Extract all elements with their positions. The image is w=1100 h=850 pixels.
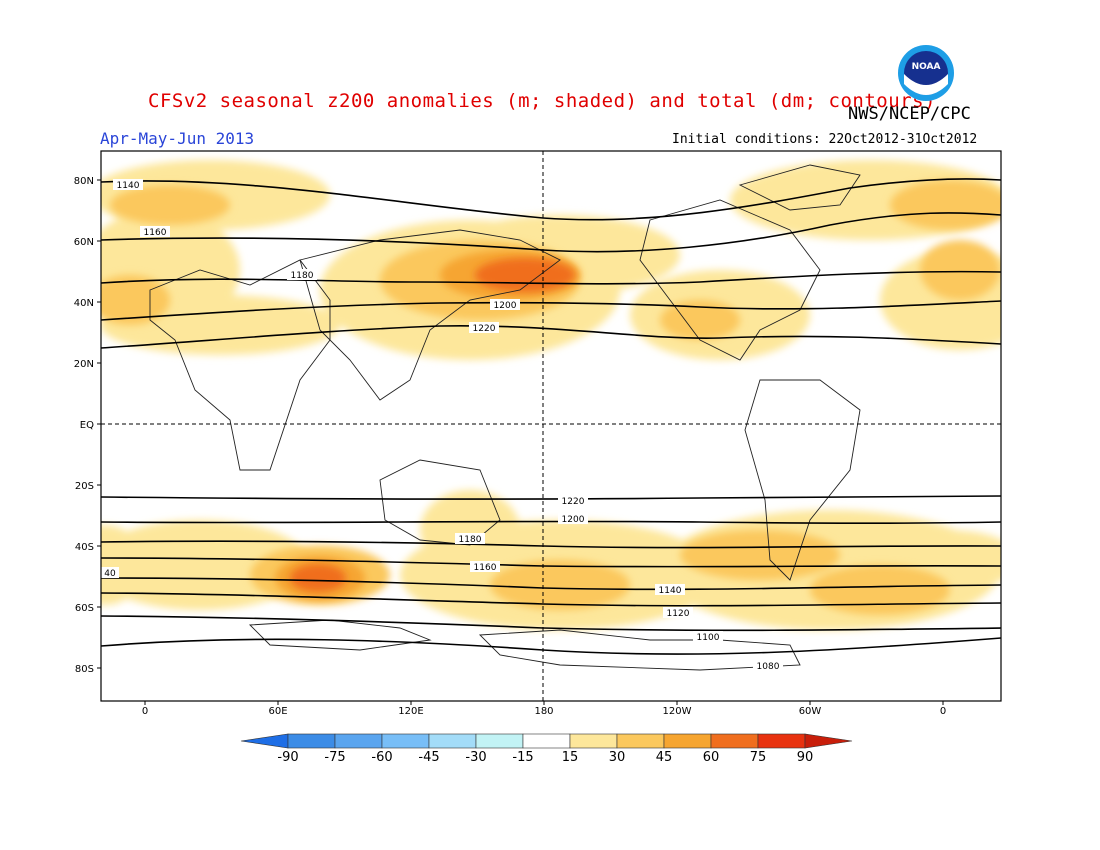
- colorbar-label: -45: [418, 750, 439, 765]
- noaa-logo: NOAA: [898, 45, 954, 101]
- contour-line: [101, 592, 1001, 607]
- contour-label: 1220: [562, 497, 585, 507]
- agency-label: NWS/NCEP/CPC: [848, 104, 971, 124]
- contour-line: [101, 637, 1001, 655]
- colorbar-label: 30: [609, 750, 626, 765]
- contour-label: 40: [104, 569, 116, 579]
- colorbar-segment: [663, 733, 712, 749]
- contour-label: 1160: [474, 563, 497, 573]
- contour-label: 1180: [291, 271, 314, 281]
- contour-line: [101, 540, 1001, 549]
- colorbar-label: 15: [562, 750, 579, 765]
- contour-label-bg: [455, 533, 485, 544]
- contour-label: 1200: [562, 515, 585, 525]
- colorbar-segment: [381, 733, 430, 749]
- colorbar-segment: [287, 733, 336, 749]
- colorbar-segment: [475, 733, 524, 749]
- colorbar-label: -15: [512, 750, 533, 765]
- colorbar-label: -30: [465, 750, 486, 765]
- contour-label: 1140: [659, 586, 682, 596]
- colorbar-segment: [522, 733, 571, 749]
- contour-label-bg: [469, 322, 499, 333]
- contour-label-bg: [140, 226, 170, 237]
- lat-label: 80N: [74, 176, 94, 187]
- contour-label-bg: [470, 561, 500, 572]
- contour-line: [101, 615, 1001, 632]
- contour-label-bg: [693, 631, 723, 642]
- contour-line: [101, 178, 1001, 221]
- contour-label-bg: [655, 584, 685, 595]
- colorbar-label: -60: [371, 750, 392, 765]
- contour-line: [101, 577, 1001, 591]
- map-title: CFSv2 seasonal z200 anomalies (m; shaded…: [148, 90, 936, 112]
- contour-label-bg: [558, 495, 588, 506]
- contour-label: 1100: [697, 633, 720, 643]
- contour-labels: 1140 1160 1180 1200 1220 1220 1200 1180 1160 1140…: [101, 179, 783, 672]
- contour-line: [101, 495, 1001, 500]
- contour-line: [101, 300, 1001, 321]
- lon-label: 60W: [799, 706, 822, 717]
- lat-label: EQ: [80, 420, 94, 431]
- colorbar-label: 75: [750, 750, 767, 765]
- contour-line: [101, 325, 1001, 349]
- colorbar-label: 90: [797, 750, 814, 765]
- contour-label: 1080: [757, 662, 780, 672]
- colorbar-segment: [334, 733, 383, 749]
- lat-label: 60N: [74, 237, 94, 248]
- longitude-axis: 0 60E 120E 180 120W 60W 0: [142, 701, 946, 717]
- lat-label: 20N: [74, 359, 94, 370]
- lon-label: 0: [940, 706, 946, 717]
- lat-label: 60S: [75, 603, 94, 614]
- contour-line: [101, 557, 1001, 568]
- lat-label: 20S: [75, 481, 94, 492]
- contour-label-bg: [113, 179, 143, 190]
- contour-line: [101, 212, 1001, 253]
- colorbar-label: -75: [324, 750, 345, 765]
- contour-label: 1160: [144, 228, 167, 238]
- colorbar-segment: [428, 733, 477, 749]
- contour-label: 1120: [667, 609, 690, 619]
- lat-label: 40N: [74, 298, 94, 309]
- lon-label: 0: [142, 706, 148, 717]
- colorbar: -90 -75 -60 -45 -30 -15 15 30 45 60 75 90: [240, 733, 853, 765]
- colorbar-high-arrow: [804, 733, 853, 749]
- map-frame: [100, 150, 1002, 702]
- contour-label-bg: [490, 299, 520, 310]
- contour-label-bg: [101, 567, 119, 578]
- contour-label: 1140: [117, 181, 140, 191]
- lon-label: 120W: [663, 706, 692, 717]
- initial-conditions-label: Initial conditions: 22Oct2012-31Oct2012: [672, 132, 978, 147]
- contour-label-bg: [287, 269, 317, 280]
- colorbar-label: -90: [277, 750, 298, 765]
- contour-line: [101, 520, 1001, 524]
- contour-label: 1200: [494, 301, 517, 311]
- noaa-logo-text: NOAA: [912, 62, 941, 72]
- contour-label: 1220: [473, 324, 496, 334]
- lon-label: 180: [534, 706, 553, 717]
- colorbar-label: 45: [656, 750, 673, 765]
- colorbar-label: 60: [703, 750, 720, 765]
- height-contours: [101, 178, 1001, 655]
- season-label: Apr-May-Jun 2013: [100, 129, 255, 148]
- colorbar-segment: [710, 733, 759, 749]
- colorbar-low-arrow: [240, 733, 289, 749]
- contour-line: [101, 270, 1001, 285]
- contour-label: 1180: [459, 535, 482, 545]
- lon-label: 120E: [398, 706, 423, 717]
- contour-label-bg: [663, 607, 693, 618]
- colorbar-segment: [757, 733, 806, 749]
- contour-label-bg: [558, 513, 588, 524]
- latitude-axis: 80N 60N 40N 20N EQ 20S 40S 60S 80S: [74, 176, 101, 675]
- reference-lines: [101, 151, 1001, 701]
- lat-label: 80S: [75, 664, 94, 675]
- contour-label-bg: [753, 660, 783, 671]
- colorbar-segment: [569, 733, 618, 749]
- lon-label: 60E: [268, 706, 287, 717]
- lat-label: 40S: [75, 542, 94, 553]
- colorbar-segment: [616, 733, 665, 749]
